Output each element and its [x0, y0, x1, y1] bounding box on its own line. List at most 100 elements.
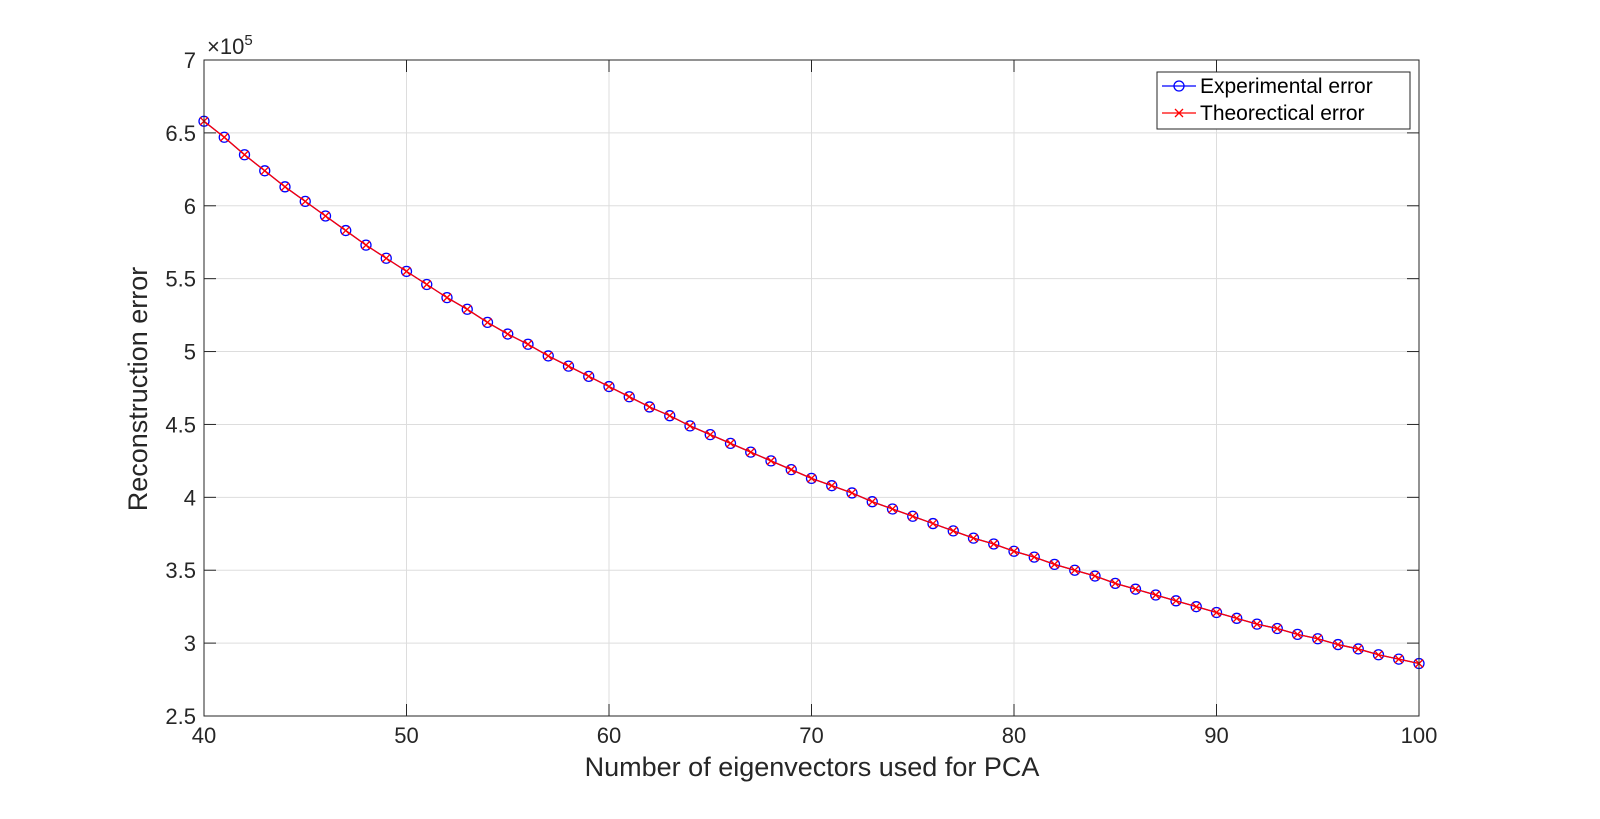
- data-point: [724, 437, 737, 450]
- legend-box: [1156, 71, 1411, 130]
- data-point: [503, 329, 513, 339]
- data-point: [805, 472, 818, 485]
- data-point: [685, 421, 695, 431]
- data-point: [1372, 649, 1385, 661]
- data-point: [321, 211, 330, 221]
- data-point: [502, 328, 514, 340]
- data-point: [1272, 624, 1282, 633]
- data-point: [726, 438, 735, 448]
- data-point: [705, 430, 715, 440]
- data-point: [279, 181, 291, 193]
- data-point: [381, 253, 391, 263]
- data-point: [1090, 571, 1100, 581]
- y-exponent-base: ×10: [207, 34, 244, 59]
- data-point: [1150, 589, 1162, 601]
- data-point: [1210, 606, 1223, 619]
- data-point: [1048, 558, 1061, 571]
- data-point: [766, 456, 776, 466]
- data-point: [624, 392, 634, 402]
- legend-marker-x-icon: [1174, 108, 1184, 118]
- x-tick-label: 50: [394, 723, 418, 748]
- data-point: [1291, 628, 1304, 641]
- data-point: [1089, 570, 1101, 582]
- data-point: [1109, 577, 1121, 589]
- data-point: [604, 382, 614, 392]
- data-point: [442, 293, 452, 303]
- y-tick-label: 4.5: [165, 412, 196, 437]
- data-point: [807, 473, 816, 483]
- data-point: [1313, 634, 1323, 644]
- data-point: [1252, 619, 1262, 629]
- y-tick-label: 5: [184, 340, 196, 365]
- data-point: [1029, 552, 1039, 562]
- data-point: [866, 496, 878, 508]
- x-tick-label: 40: [192, 723, 216, 748]
- data-point: [299, 195, 311, 208]
- data-point: [603, 380, 615, 393]
- data-point: [219, 132, 229, 142]
- data-point: [380, 252, 392, 264]
- y-tick-label: 2.5: [165, 704, 196, 729]
- data-point: [280, 182, 290, 192]
- data-point: [1332, 638, 1344, 651]
- data-point: [319, 210, 332, 222]
- data-point: [1171, 596, 1181, 606]
- legend-label-experimental: Experimental error: [1200, 75, 1373, 98]
- y-tick-label: 6.5: [165, 121, 196, 146]
- data-point: [665, 411, 675, 421]
- data-point: [704, 428, 716, 441]
- data-point: [238, 149, 251, 161]
- data-point: [846, 487, 858, 499]
- data-point: [908, 511, 918, 521]
- data-point: [1212, 608, 1221, 617]
- data-point: [340, 224, 352, 237]
- data-point: [218, 131, 230, 143]
- grid: [204, 60, 1419, 716]
- data-point: [483, 317, 492, 327]
- data-point: [1050, 559, 1059, 569]
- legend-entry-experimental: Experimental error: [1162, 75, 1373, 98]
- data-point: [1129, 583, 1142, 595]
- x-tick-label: 70: [799, 723, 823, 748]
- data-point: [1374, 650, 1383, 660]
- data-point: [907, 510, 919, 522]
- data-point: [1393, 653, 1405, 665]
- data-point: [826, 480, 838, 492]
- data-point: [1028, 551, 1040, 563]
- data-point: [745, 446, 757, 458]
- y-tick-label: 4: [184, 485, 196, 510]
- data-point: [886, 503, 899, 515]
- data-point: [1333, 640, 1343, 650]
- data-point: [341, 226, 351, 236]
- data-point: [969, 533, 978, 543]
- data-point: [1151, 590, 1161, 600]
- y-tick-label: 3: [184, 631, 196, 656]
- data-point: [461, 303, 473, 315]
- x-tick-label: 90: [1204, 723, 1228, 748]
- series-layer: [198, 115, 1425, 670]
- data-point: [785, 463, 797, 476]
- data-point: [867, 497, 877, 507]
- data-point: [462, 304, 472, 314]
- data-point: [664, 410, 676, 422]
- y-exponent-power: 5: [244, 32, 252, 49]
- data-point: [1352, 643, 1364, 655]
- data-point: [1009, 546, 1019, 556]
- legend-label-theoretical: Theorectical error: [1200, 102, 1365, 125]
- data-point: [1008, 545, 1020, 557]
- data-point: [827, 481, 837, 491]
- data-point: [523, 339, 533, 349]
- legend-entry-theoretical: Theorectical error: [1162, 102, 1365, 125]
- data-point: [947, 525, 959, 537]
- y-tick-label: 7: [184, 48, 196, 73]
- legend-marker-circle-icon: [1173, 80, 1185, 92]
- data-point: [643, 401, 656, 413]
- x-tick-label: 80: [1002, 723, 1026, 748]
- data-point: [786, 465, 796, 475]
- data-point: [421, 278, 433, 291]
- x-axis-label: Number of eigenvectors used for PCA: [585, 752, 1040, 782]
- data-point: [562, 360, 575, 372]
- data-point: [1069, 564, 1081, 576]
- data-point: [402, 266, 411, 276]
- y-axis-exponent: ×105: [207, 32, 253, 59]
